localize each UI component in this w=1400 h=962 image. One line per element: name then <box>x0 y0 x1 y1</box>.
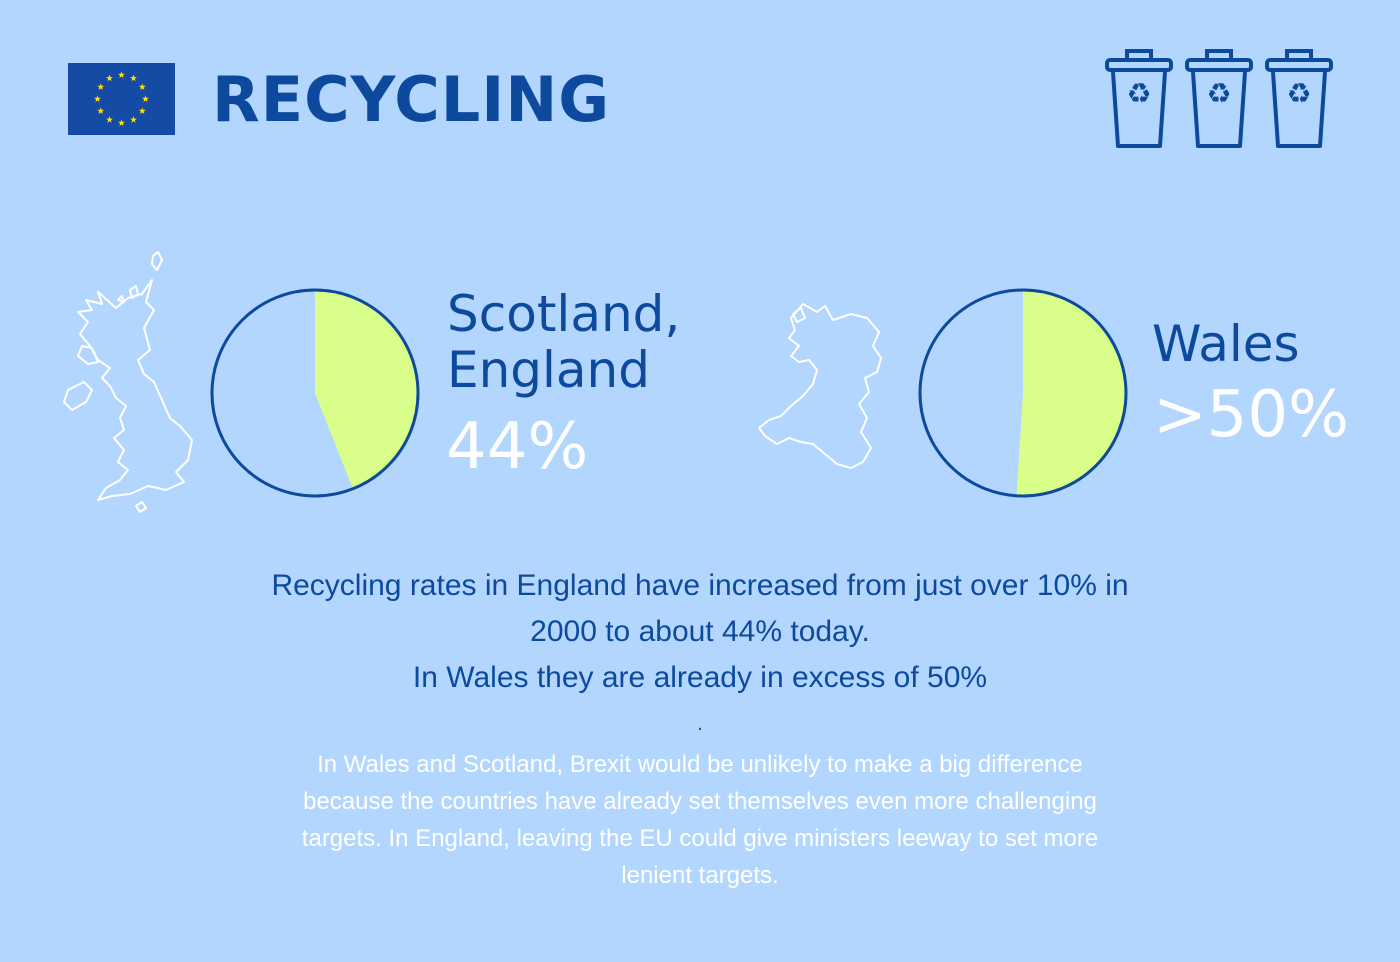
summary-text-line: In Wales they are already in excess of 5… <box>412 661 988 694</box>
eu-star <box>97 83 105 90</box>
eu-star <box>94 95 101 102</box>
stat-label: Scotland, <box>447 285 681 343</box>
note-text-line: because the countries have already set t… <box>303 788 1097 815</box>
note-text-line: lenient targets. <box>621 862 779 889</box>
recycle-symbol-icon: ♻ <box>1286 77 1311 110</box>
recycle-symbol-icon: ♻ <box>1206 77 1231 110</box>
pie-slice-recycled <box>1016 290 1126 496</box>
eu-star <box>97 107 105 114</box>
pie-outline <box>918 288 1128 498</box>
summary-text-line: Recycling rates in England have increase… <box>271 569 1129 602</box>
note-text-line: targets. In England, leaving the EU coul… <box>301 825 1099 852</box>
recycling-bin-icon: ♻ <box>1265 49 1333 148</box>
stat-value: >50% <box>1153 378 1349 452</box>
stat-label: Wales <box>1152 315 1300 373</box>
recycling-bin-icon: ♻ <box>1185 49 1253 148</box>
pie-slice-recycled <box>315 290 419 489</box>
eu-star <box>142 95 149 102</box>
recycle-symbol-icon: ♻ <box>1126 77 1151 110</box>
eu-star <box>118 119 125 126</box>
stat-value: 44% <box>446 410 589 484</box>
eu-star <box>130 116 137 123</box>
eu-star <box>138 107 146 114</box>
separator-dot: . <box>697 713 703 735</box>
eu-star <box>106 74 113 82</box>
stat-label: England <box>447 341 650 399</box>
eu-star <box>138 83 146 90</box>
recycling-rate-pie-chart <box>918 288 1128 498</box>
eu-star <box>106 116 113 123</box>
recycling-rate-pie-chart <box>210 288 420 498</box>
eu-flag-icon <box>68 63 175 135</box>
note-text-line: In Wales and Scotland, Brexit would be u… <box>317 751 1083 778</box>
eu-star <box>118 71 125 78</box>
wales-map-icon <box>758 303 882 469</box>
pie-outline <box>210 288 420 498</box>
recycling-bin-icon: ♻ <box>1105 49 1173 148</box>
page-title: RECYCLING <box>212 63 611 136</box>
great-britain-map-icon <box>63 251 193 513</box>
summary-text-line: 2000 to about 44% today. <box>530 615 870 648</box>
eu-star <box>130 74 137 82</box>
